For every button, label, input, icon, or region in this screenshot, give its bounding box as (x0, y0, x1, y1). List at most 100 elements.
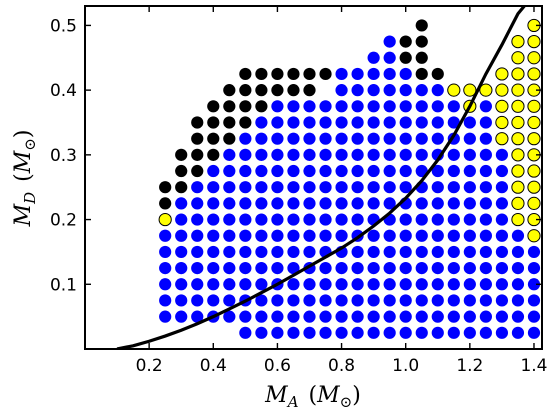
blue-point (431, 116, 444, 129)
blue-point (447, 197, 460, 210)
blue-point (351, 67, 364, 81)
blue-point (319, 116, 332, 129)
blue-point (367, 245, 380, 259)
blue-point (511, 294, 525, 307)
blue-point (255, 310, 268, 323)
black-point (159, 181, 172, 194)
blue-point (287, 164, 300, 178)
blue-point (303, 326, 316, 339)
x-axis-ticks: 0.2 0.4 0.6 0.8 1.0 1.2 1.4 (136, 6, 548, 376)
blue-point (367, 294, 380, 307)
y-axis-ticks: 0.1 0.2 0.3 0.4 0.5 (50, 16, 542, 295)
black-point (207, 100, 220, 113)
blue-point (287, 294, 300, 307)
black-point (223, 116, 236, 129)
blue-point (351, 148, 364, 161)
black-point (223, 132, 236, 145)
plot-frame (84, 5, 543, 350)
blue-point (399, 84, 412, 97)
black-point (207, 116, 220, 129)
blue-point (479, 100, 492, 113)
blue-point (463, 245, 476, 259)
black-point (255, 100, 268, 113)
blue-point (431, 84, 444, 97)
x-axis-label-open: ( (309, 383, 318, 408)
blue-point (335, 164, 348, 178)
black-point (175, 181, 188, 194)
blue-point (271, 229, 284, 242)
blue-point (271, 213, 284, 226)
blue-point (319, 326, 332, 339)
blue-point (191, 245, 204, 259)
y-tick-label: 0.5 (50, 16, 77, 36)
yellow-point (511, 164, 525, 178)
blue-point (511, 229, 525, 242)
blue-point (223, 262, 236, 275)
blue-point (367, 84, 380, 97)
blue-point (351, 213, 364, 226)
blue-point (351, 84, 364, 97)
blue-point (383, 181, 396, 194)
black-point (239, 67, 252, 81)
blue-point (447, 310, 460, 323)
blue-point (159, 229, 172, 242)
blue-point (351, 310, 364, 323)
black-point (239, 116, 252, 129)
blue-point (383, 164, 396, 178)
y-axis-label-open: ( (11, 173, 36, 182)
blue-point (303, 229, 316, 242)
blue-point (207, 197, 220, 210)
blue-point (255, 181, 268, 194)
blue-point (447, 181, 460, 194)
blue-point (495, 326, 509, 339)
blue-point (303, 148, 316, 161)
blue-point (479, 245, 492, 259)
blue-point (287, 262, 300, 275)
blue-point (383, 51, 396, 64)
blue-point (367, 278, 380, 291)
blue-point (463, 326, 476, 339)
blue-point (431, 310, 444, 323)
yellow-point (527, 51, 541, 65)
blue-point (351, 326, 364, 339)
blue-point (447, 262, 460, 275)
blue-point (415, 310, 428, 323)
blue-point (223, 310, 236, 323)
blue-point (239, 245, 252, 259)
blue-point (191, 213, 204, 226)
blue-point (159, 294, 172, 307)
black-point (207, 148, 220, 161)
blue-point (367, 181, 380, 194)
yellow-point (511, 196, 525, 210)
blue-point (271, 326, 284, 339)
yellow-point (527, 180, 541, 194)
blue-point (271, 100, 284, 113)
blue-point (527, 310, 541, 323)
blue-point (287, 245, 300, 259)
blue-point (303, 278, 316, 291)
yellow-point (527, 196, 541, 210)
yellow-point (495, 67, 509, 81)
blue-point (399, 310, 412, 323)
blue-point (271, 245, 284, 259)
blue-point (479, 326, 492, 339)
blue-point (415, 245, 428, 259)
yellow-point (511, 148, 525, 162)
blue-point (431, 245, 444, 259)
blue-point (431, 229, 444, 242)
blue-point (287, 278, 300, 291)
blue-point (495, 148, 509, 161)
blue-point (175, 229, 188, 242)
blue-point (287, 310, 300, 323)
black-point (287, 67, 300, 81)
yellow-point (495, 132, 509, 146)
blue-point (335, 181, 348, 194)
blue-point (271, 262, 284, 275)
blue-point (287, 148, 300, 161)
blue-point (159, 310, 172, 323)
blue-point (335, 116, 348, 129)
blue-point (239, 278, 252, 291)
blue-point (399, 262, 412, 275)
yellow-point (479, 83, 493, 97)
